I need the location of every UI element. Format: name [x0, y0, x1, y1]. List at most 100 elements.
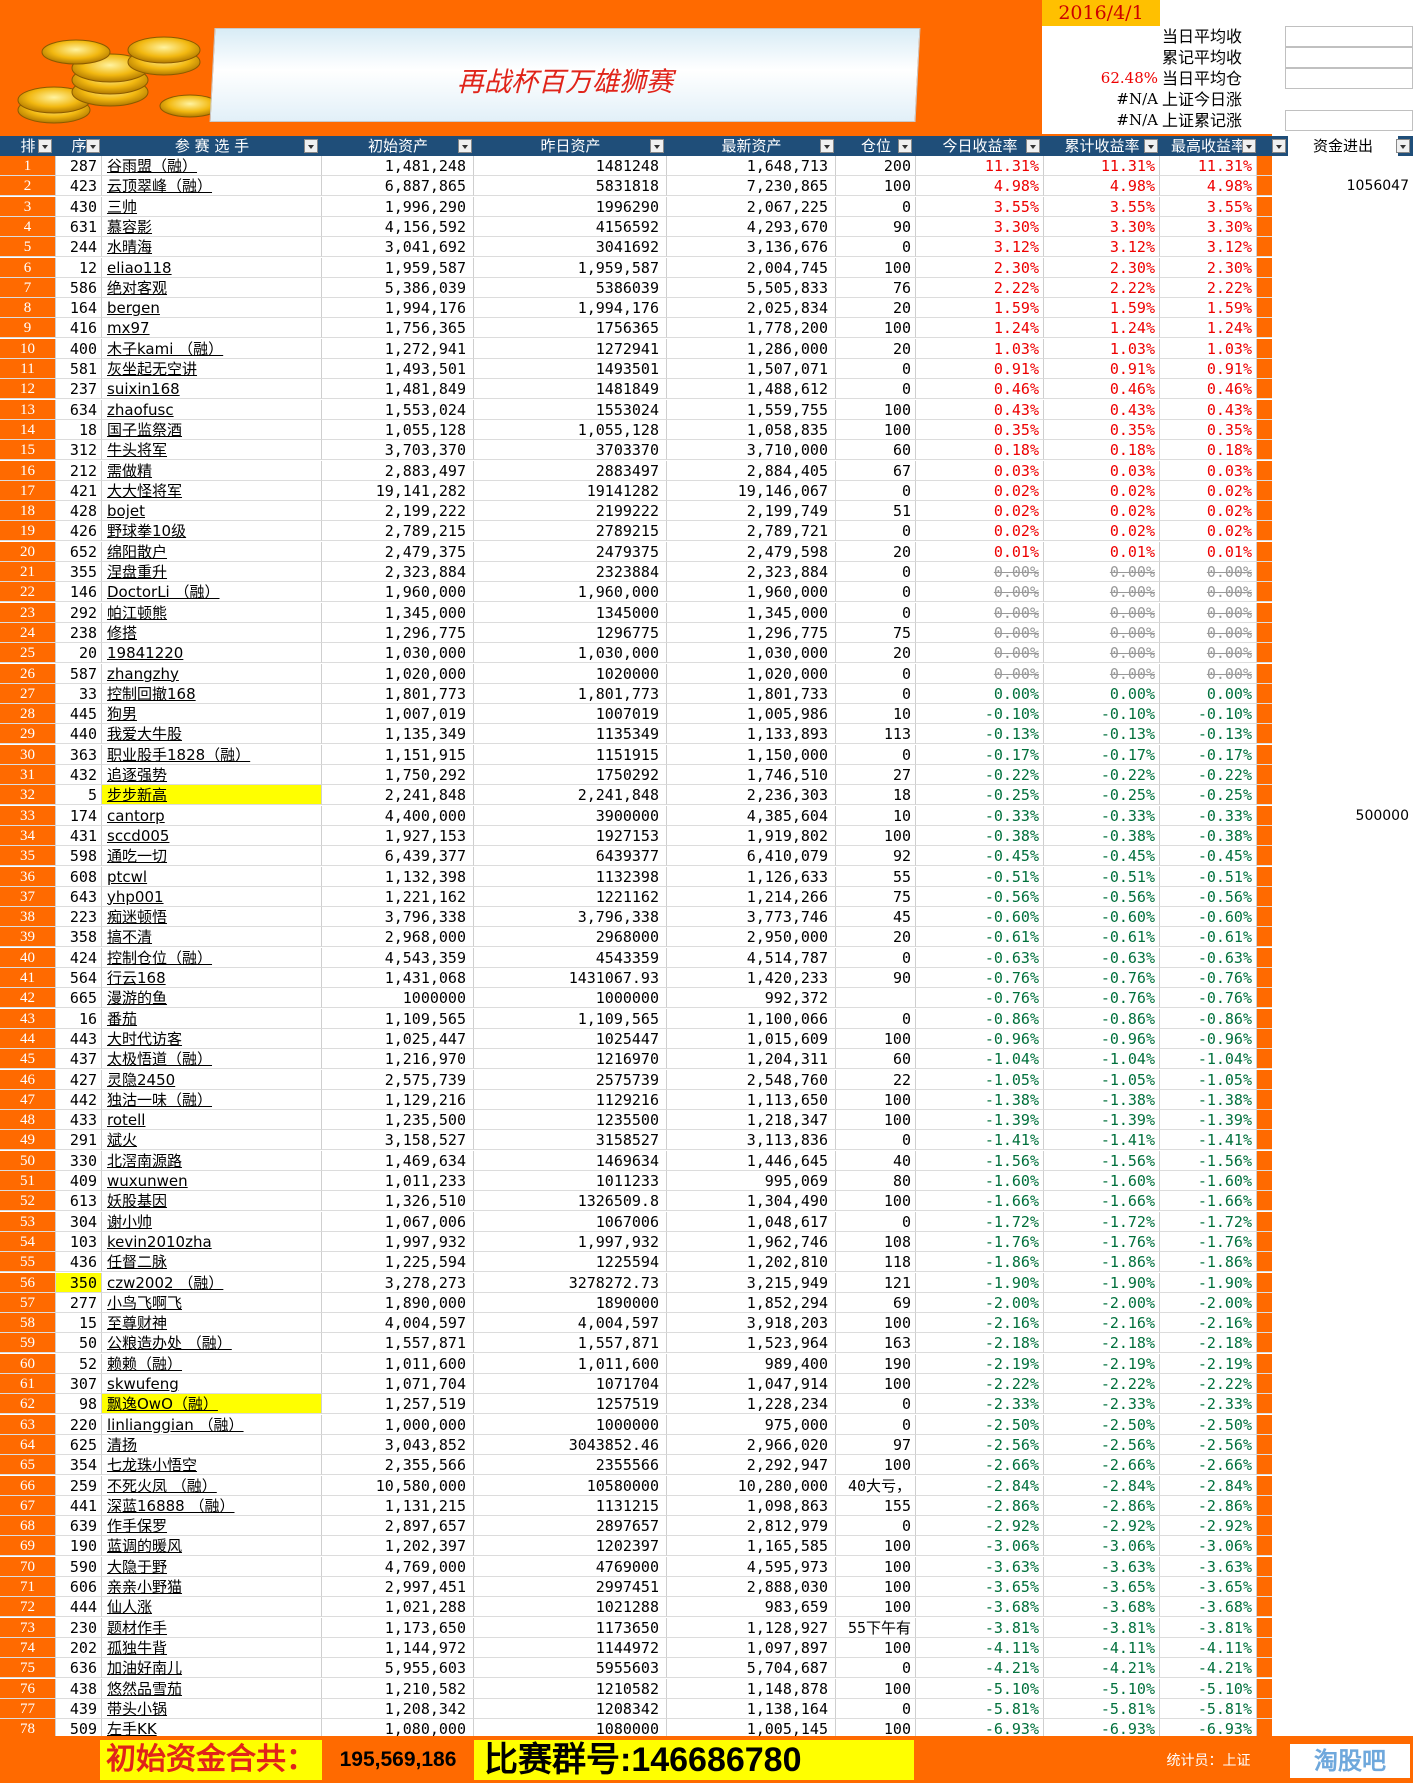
total-return-cell[interactable]: -1.66% [1044, 1191, 1160, 1212]
total-return-cell[interactable]: 0.00% [1044, 602, 1160, 623]
initial-assets-cell[interactable]: 1,756,365 [322, 318, 474, 339]
initial-assets-cell[interactable]: 2,575,739 [322, 1069, 474, 1090]
rank-cell[interactable]: 36 [0, 866, 56, 887]
rank-cell[interactable]: 39 [0, 927, 56, 948]
today-return-cell[interactable]: 0.35% [916, 419, 1044, 440]
rank-cell[interactable]: 3 [0, 196, 56, 217]
total-return-cell[interactable]: -0.76% [1044, 968, 1160, 988]
rank-cell[interactable]: 10 [0, 338, 56, 359]
latest-assets-cell[interactable]: 1,507,071 [667, 359, 836, 379]
position-cell[interactable]: 100 [836, 1577, 916, 1597]
today-return-cell[interactable]: 1.03% [916, 338, 1044, 359]
today-return-cell[interactable]: -0.63% [916, 947, 1044, 968]
rank-cell[interactable]: 60 [0, 1353, 56, 1374]
total-return-cell[interactable]: -2.50% [1044, 1414, 1160, 1435]
table-row[interactable]: 60 52 赖赖（融） 1,011,600 1,011,600 989,400 190 -2.… [0, 1353, 1272, 1374]
player-name-cell[interactable]: 任督二脉 [102, 1252, 322, 1273]
yesterday-assets-cell[interactable]: 19141282 [474, 480, 667, 501]
table-row[interactable]: 46 427 灵隐2450 2,575,739 2575739 2,548,760 22 -1… [0, 1069, 1272, 1090]
table-row[interactable]: 67 441 深蓝16888 （融） 1,131,215 1131215 1,098,86… [0, 1495, 1272, 1516]
rank-cell[interactable]: 9 [0, 318, 56, 339]
serial-cell[interactable]: 18 [56, 419, 102, 440]
total-return-cell[interactable]: -4.21% [1044, 1658, 1160, 1679]
total-return-cell[interactable]: 0.91% [1044, 359, 1160, 379]
yesterday-assets-cell[interactable]: 4543359 [474, 947, 667, 968]
player-name-cell[interactable]: 加油好南儿 [102, 1658, 322, 1679]
serial-cell[interactable]: 444 [56, 1597, 102, 1618]
table-row[interactable]: 75 636 加油好南儿 5,955,603 5955603 5,704,687 0 -4.2… [0, 1658, 1272, 1679]
latest-assets-cell[interactable]: 2,966,020 [667, 1434, 836, 1455]
latest-assets-cell[interactable]: 1,296,775 [667, 622, 836, 643]
position-cell[interactable]: 0 [836, 196, 916, 217]
rank-cell[interactable]: 27 [0, 683, 56, 704]
latest-assets-cell[interactable]: 19,146,067 [667, 480, 836, 501]
initial-assets-cell[interactable]: 5,955,603 [322, 1658, 474, 1679]
latest-assets-cell[interactable]: 3,710,000 [667, 440, 836, 461]
serial-cell[interactable]: 421 [56, 480, 102, 501]
rank-cell[interactable]: 47 [0, 1089, 56, 1110]
serial-cell[interactable]: 400 [56, 338, 102, 359]
table-row[interactable]: 37 643 yhp001 1,221,162 1221162 1,214,266 75 -0… [0, 886, 1272, 907]
rank-cell[interactable]: 26 [0, 663, 56, 684]
initial-assets-cell[interactable]: 1,144,972 [322, 1637, 474, 1658]
initial-assets-cell[interactable]: 1,131,215 [322, 1495, 474, 1516]
total-return-cell[interactable]: -0.45% [1044, 846, 1160, 867]
latest-assets-cell[interactable]: 1,005,986 [667, 704, 836, 725]
initial-assets-cell[interactable]: 1,960,000 [322, 582, 474, 603]
serial-cell[interactable]: 259 [56, 1475, 102, 1496]
table-row[interactable]: 21 355 涅盘重升 2,323,884 2323884 2,323,884 0 0.00%… [0, 562, 1272, 582]
serial-cell[interactable]: 428 [56, 501, 102, 522]
position-cell[interactable]: 0 [836, 744, 916, 765]
table-row[interactable]: 32 5 步步新高 2,241,848 2,241,848 2,236,303 18 -0.2… [0, 785, 1272, 806]
table-row[interactable]: 24 238 修搭 1,296,775 1296775 1,296,775 75 0.00% 0… [0, 622, 1272, 643]
total-return-cell[interactable]: -1.04% [1044, 1049, 1160, 1070]
rank-cell[interactable]: 20 [0, 541, 56, 562]
filter-dropdown-icon[interactable] [304, 139, 318, 153]
player-name-cell[interactable]: 作手保罗 [102, 1516, 322, 1537]
rank-cell[interactable]: 51 [0, 1171, 56, 1191]
today-return-cell[interactable]: 0.02% [916, 521, 1044, 542]
total-return-cell[interactable]: -1.41% [1044, 1130, 1160, 1151]
max-return-cell[interactable]: -2.19% [1160, 1353, 1257, 1374]
total-return-cell[interactable]: 4.98% [1044, 176, 1160, 197]
initial-assets-cell[interactable]: 1,135,349 [322, 724, 474, 745]
serial-cell[interactable]: 436 [56, 1252, 102, 1273]
rank-cell[interactable]: 50 [0, 1150, 56, 1171]
yesterday-assets-cell[interactable]: 1144972 [474, 1637, 667, 1658]
yesterday-assets-cell[interactable]: 1890000 [474, 1292, 667, 1313]
yesterday-assets-cell[interactable]: 1132398 [474, 866, 667, 887]
yesterday-assets-cell[interactable]: 3158527 [474, 1130, 667, 1151]
rank-cell[interactable]: 77 [0, 1698, 56, 1719]
position-cell[interactable]: 0 [836, 359, 916, 379]
serial-cell[interactable]: 15 [56, 1313, 102, 1334]
table-row[interactable]: 65 354 七龙珠小悟空 2,355,566 2355566 2,292,947 100-… [0, 1455, 1272, 1476]
max-return-cell[interactable]: -2.22% [1160, 1374, 1257, 1394]
player-name-cell[interactable]: zhangzhy [102, 663, 322, 684]
position-cell[interactable]: 45 [836, 907, 916, 928]
position-cell[interactable]: 20 [836, 643, 916, 664]
latest-assets-cell[interactable]: 1,852,294 [667, 1292, 836, 1313]
max-return-cell[interactable]: -5.10% [1160, 1678, 1257, 1699]
yesterday-assets-cell[interactable]: 1135349 [474, 724, 667, 745]
today-return-cell[interactable]: -4.11% [916, 1637, 1044, 1658]
table-row[interactable]: 29 440 我爱大牛股 1,135,349 1135349 1,133,893 113 -0… [0, 724, 1272, 745]
max-return-cell[interactable]: 0.03% [1160, 460, 1257, 481]
max-return-cell[interactable]: -0.25% [1160, 785, 1257, 806]
player-name-cell[interactable]: 清扬 [102, 1434, 322, 1455]
yesterday-assets-cell[interactable]: 1,557,871 [474, 1333, 667, 1354]
latest-assets-cell[interactable]: 2,067,225 [667, 196, 836, 217]
today-return-cell[interactable]: -2.86% [916, 1495, 1044, 1516]
today-return-cell[interactable]: 0.00% [916, 562, 1044, 582]
latest-assets-cell[interactable]: 3,215,949 [667, 1272, 836, 1293]
serial-cell[interactable]: 606 [56, 1577, 102, 1597]
max-return-cell[interactable]: -0.10% [1160, 704, 1257, 725]
initial-assets-cell[interactable]: 1,020,000 [322, 663, 474, 684]
latest-assets-cell[interactable]: 992,372 [667, 988, 836, 1009]
max-return-cell[interactable]: -0.33% [1160, 805, 1257, 826]
player-name-cell[interactable]: 通吃一切 [102, 846, 322, 867]
initial-assets-cell[interactable]: 2,897,657 [322, 1516, 474, 1537]
initial-assets-cell[interactable]: 1,431,068 [322, 968, 474, 988]
latest-assets-cell[interactable]: 1,058,835 [667, 419, 836, 440]
max-return-cell[interactable]: 0.00% [1160, 622, 1257, 643]
player-name-cell[interactable]: zhaofusc [102, 399, 322, 420]
